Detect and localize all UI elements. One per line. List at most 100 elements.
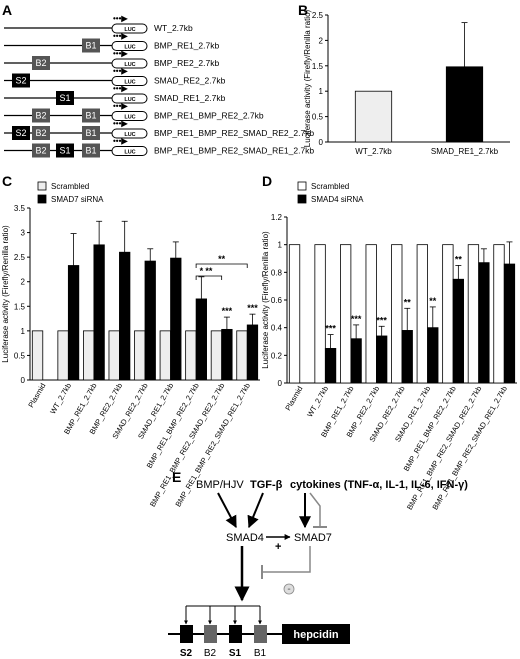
y-tick-label: 0.5 — [14, 351, 26, 360]
panel-label-b: B — [298, 2, 308, 18]
y-tick-label: 0 — [278, 379, 283, 388]
y-axis-label: Luciferase activity (Firefly/Renilla rat… — [261, 231, 270, 369]
start-arrow-dots: •••▶ — [113, 119, 128, 128]
luc-box — [111, 76, 148, 86]
element-label: B2 — [35, 146, 46, 156]
significance-marker: *** — [376, 315, 387, 325]
element-s2-box — [180, 625, 193, 643]
y-tick-label: 2.5 — [312, 11, 324, 20]
element-s1-box — [229, 625, 242, 643]
element-b1-box — [254, 625, 267, 643]
element-label: S2 — [15, 128, 26, 138]
element-label: B1 — [85, 128, 96, 138]
luc-label: LUC — [124, 62, 135, 68]
construct-diagram: •••▶LUC WT_2.7kb•••▶LUC BMP_RE1_2.7kbB1•••… — [4, 14, 314, 158]
y-axis-label: Luciferase activity (Firefly/Renilla rat… — [1, 225, 10, 363]
panel-label-a: A — [2, 2, 12, 18]
element-label: S1 — [59, 93, 70, 103]
bar — [83, 330, 95, 381]
element-label: B2 — [35, 58, 46, 68]
start-arrow-dots: •••▶ — [113, 67, 128, 76]
construct-name: SMAD_RE2_2.7kb — [154, 76, 226, 86]
bar — [288, 244, 301, 384]
bar — [350, 338, 362, 384]
minus-sign: - — [287, 584, 290, 595]
panel-label-e: E — [172, 469, 181, 485]
y-tick-label: 1.5 — [14, 302, 26, 311]
construct-name: BMP_RE2_2.7kb — [154, 58, 219, 68]
y-tick-label: 1 — [278, 241, 283, 250]
legend-label: SMAD7 siRNA — [51, 195, 104, 204]
element-box-b2 — [32, 108, 50, 123]
y-tick-label: 0.4 — [271, 324, 283, 333]
bar — [185, 330, 197, 381]
element-box-s2 — [12, 73, 30, 88]
element-b2-box — [204, 625, 217, 643]
element-s1-label: S1 — [229, 648, 242, 659]
bracket-label: ** — [218, 254, 226, 264]
bar — [134, 330, 146, 381]
bar — [314, 244, 326, 384]
luc-box — [111, 111, 148, 121]
luc-box — [111, 146, 148, 156]
bar — [391, 244, 403, 384]
bar — [340, 244, 352, 384]
construct-name: SMAD_RE1_2.7kb — [154, 93, 226, 103]
element-box-b1 — [82, 108, 100, 123]
y-tick-label: 0 — [319, 138, 324, 147]
bar — [452, 278, 464, 384]
y-tick-label: 0.2 — [271, 351, 283, 360]
x-tick-label: Plasmid — [26, 382, 47, 410]
chart-d: Luciferase activity (Firefly/Renilla rat… — [261, 181, 517, 511]
luc-box — [111, 41, 148, 51]
y-tick-label: 0.5 — [312, 113, 324, 122]
element-box-s1 — [56, 91, 74, 105]
y-tick-label: 1.2 — [271, 213, 283, 222]
bar — [221, 328, 233, 381]
element-label: B1 — [85, 111, 96, 121]
x-tick-label: Plasmid — [283, 385, 304, 413]
bar — [365, 244, 377, 384]
bar — [170, 257, 182, 381]
luc-label: LUC — [124, 80, 135, 86]
bar — [493, 244, 505, 384]
y-tick-label: 3.5 — [14, 204, 26, 213]
element-b2-label: B2 — [204, 648, 217, 659]
smad7-label: SMAD7 — [294, 532, 332, 544]
start-arrow-dots: •••▶ — [113, 49, 128, 58]
luc-label: LUC — [124, 97, 135, 103]
bar — [376, 335, 388, 384]
element-b1-label: B1 — [254, 648, 267, 659]
y-tick-label: 1 — [21, 327, 26, 336]
bar — [442, 244, 454, 384]
construct-name: BMP_RE1_2.7kb — [154, 41, 219, 51]
construct-name: BMP_RE1_BMP_RE2_SMAD_RE1_2.7kb — [154, 146, 314, 156]
element-label: B2 — [35, 111, 46, 121]
bar — [144, 260, 156, 381]
element-s2-label: S2 — [180, 648, 193, 659]
x-tick-label: WT_2.7kb — [305, 385, 330, 419]
x-tick-label: WT_2.7kb — [48, 382, 73, 416]
significance-marker: *** — [247, 303, 258, 313]
element-box-b2 — [32, 126, 50, 140]
bmp-hjv-label: BMP/HJV — [196, 479, 244, 491]
legend-swatch — [297, 181, 307, 191]
element-box-s1 — [56, 143, 74, 158]
construct-name: BMP_RE1_BMP_RE2_2.7kb — [154, 111, 264, 121]
bracket-label: ** — [205, 266, 213, 276]
significance-bracket — [195, 263, 248, 268]
legend-label: SMAD4 siRNA — [311, 195, 364, 204]
significance-marker: *** — [351, 314, 362, 324]
tgf-beta-label: TGF-β — [250, 479, 283, 491]
bar — [503, 263, 516, 384]
bar — [246, 324, 259, 381]
element-box-b2 — [32, 143, 50, 158]
cytokines-label: cytokines (TNF-α, IL-1, IL-6, IFN-γ) — [290, 479, 468, 491]
bar — [354, 90, 393, 143]
y-tick-label: 3 — [21, 229, 26, 238]
luc-label: LUC — [124, 115, 135, 121]
panel-label-c: C — [2, 173, 12, 189]
element-label: B2 — [35, 128, 46, 138]
y-tick-label: 0.8 — [271, 268, 283, 277]
